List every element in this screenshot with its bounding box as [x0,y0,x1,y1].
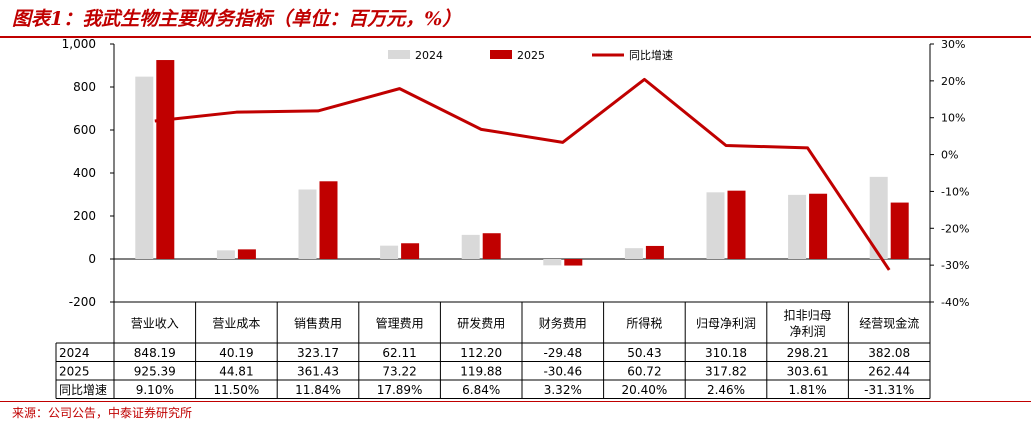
data-label: 323.17 [297,346,339,360]
footer-divider [0,401,1031,402]
data-label: 62.11 [382,346,416,360]
category-label: 销售费用 [294,316,342,331]
y-right-tick-label: -40% [941,296,969,309]
title-bar [0,0,1031,38]
bar-2024 [706,192,725,259]
y-right-tick-label: 20% [941,75,965,88]
data-label: 9.10% [136,383,174,397]
data-label: 361.43 [297,364,339,378]
bar-2024 [135,76,154,259]
bar-2025 [890,202,909,259]
data-label: 382.08 [868,346,910,360]
y-right-tick-label: 0% [941,149,958,162]
y-left-tick-label: 0 [88,252,96,266]
y-left-tick-label: 800 [73,80,96,94]
bar-2025 [564,259,583,266]
growth-line [154,77,891,271]
y-right-tick-label: 30% [941,38,965,51]
data-label: 119.88 [460,364,502,378]
data-label: -30.46 [543,364,582,378]
bar-2025 [401,243,420,259]
data-label: 6.84% [462,383,500,397]
data-label: 298.21 [787,346,829,360]
legend-2025-swatch [490,50,512,59]
y-left-tick-label: 200 [73,209,96,223]
category-label: 归母净利润 [696,317,756,331]
bar-2024 [788,194,807,259]
legend-2024-label: 2024 [415,49,443,62]
bar-2024 [869,176,888,259]
y-right-tick-label: -10% [941,185,969,198]
category-label: 营业成本 [212,317,260,331]
legend-2024-swatch [388,50,410,59]
legend-growth-label: 同比增速 [629,48,673,62]
data-label: 2.46% [707,383,745,397]
data-label: 11.84% [295,383,341,397]
y-left-tick-label: 400 [73,166,96,180]
data-label: 3.32% [544,383,582,397]
data-label: 60.72 [627,364,661,378]
bar-2024 [461,234,480,259]
y-right-tick-label: -30% [941,259,969,272]
category-label: 净利润 [790,325,826,339]
category-label: 管理费用 [376,316,424,331]
category-label: 营业收入 [131,317,179,331]
data-label: 11.50% [214,383,260,397]
bar-2024 [298,189,317,259]
data-label: 44.81 [219,364,253,378]
bar-2024 [543,259,562,266]
legend-2025-label: 2025 [517,49,545,62]
category-label: 经营现金流 [859,316,919,331]
bar-2025 [237,249,256,259]
data-label: 262.44 [868,364,910,378]
category-label: 所得税 [626,316,662,331]
bar-2024 [216,250,235,259]
bar-2025 [156,60,175,259]
data-label: 50.43 [627,346,661,360]
category-label: 研发费用 [457,316,505,331]
bar-2025 [482,233,501,259]
category-label: 扣非归母 [784,309,832,323]
data-label: 1.81% [789,383,827,397]
bar-2024 [380,245,399,259]
data-label: 112.20 [460,346,502,360]
data-label: 925.39 [134,364,176,378]
bar-2025 [809,193,828,259]
table-row-label: 2025 [59,364,90,378]
bar-2025 [319,181,338,259]
data-label: 20.40% [622,383,668,397]
bar-2024 [624,248,643,259]
y-left-tick-label: 600 [73,123,96,137]
data-label: 848.19 [134,346,176,360]
data-label: -29.48 [543,346,582,360]
table-row-label: 同比增速 [59,383,107,397]
data-label: 303.61 [787,364,829,378]
chart-title: 图表1：我武生物主要财务指标（单位：百万元，%） [12,8,462,30]
y-right-tick-label: 10% [941,112,965,125]
bar-2025 [727,190,746,259]
y-left-tick-label: 1,000 [62,37,96,51]
y-left-tick-label: -200 [69,295,96,309]
data-label: -31.31% [864,383,914,397]
data-label: 17.89% [377,383,423,397]
source-note: 来源：公司公告，中泰证券研究所 [12,406,193,420]
data-label: 317.82 [705,364,747,378]
category-label: 财务费用 [539,316,587,331]
data-label: 310.18 [705,346,747,360]
y-right-tick-label: -20% [941,222,969,235]
bar-2025 [645,245,664,259]
table-row-label: 2024 [59,346,90,360]
data-label: 73.22 [382,364,416,378]
data-label: 40.19 [219,346,253,360]
